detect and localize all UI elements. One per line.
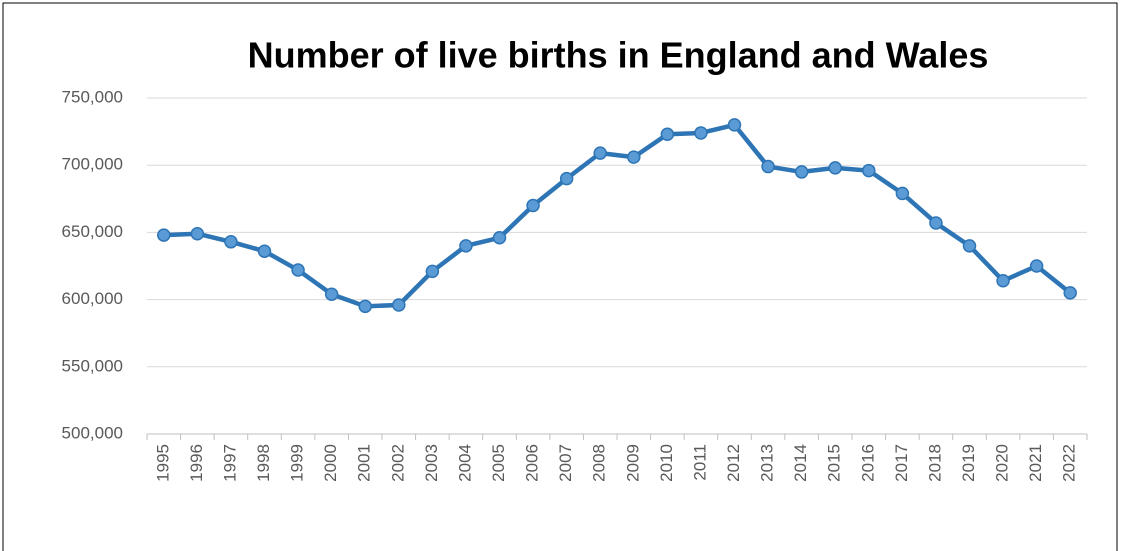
x-tick-label: 2011 <box>690 444 709 481</box>
point <box>559 171 574 186</box>
x-tick-label: 2021 <box>1026 444 1045 482</box>
point <box>660 127 675 142</box>
x-tick-label: 1998 <box>254 444 273 482</box>
x-tick-label: 1996 <box>187 444 206 482</box>
point <box>459 239 473 253</box>
x-tick-label: 1997 <box>220 444 239 482</box>
x-tick-label: 2014 <box>791 444 810 482</box>
y-tick-label: 500,000 <box>62 423 123 442</box>
point <box>593 146 607 160</box>
point <box>425 264 440 279</box>
point <box>257 244 272 258</box>
x-tick-label: 2003 <box>422 444 441 482</box>
point <box>1063 286 1077 300</box>
point <box>224 235 238 249</box>
point <box>324 287 339 301</box>
point <box>761 159 775 174</box>
x-tick-label: 2018 <box>925 444 944 482</box>
x-tick-label: 2009 <box>623 444 642 482</box>
x-tick-label: 2008 <box>590 444 609 482</box>
y-tick-label: 600,000 <box>62 289 123 308</box>
x-tick-label: 2015 <box>825 444 844 482</box>
point <box>526 198 540 213</box>
point <box>392 298 406 312</box>
point <box>1029 259 1044 273</box>
line <box>163 122 1072 309</box>
x-tick-label: 2006 <box>523 444 542 482</box>
x-tick-label: 2000 <box>321 444 340 482</box>
point <box>862 163 876 178</box>
x-tick-label: 2019 <box>959 444 978 482</box>
x-tick-label: 2004 <box>455 444 474 482</box>
chart-title: Number of live births in England and Wal… <box>248 35 989 76</box>
x-tick-label: 2020 <box>993 444 1012 482</box>
x-tick-label: 2010 <box>657 444 676 482</box>
x-tick-label: 2022 <box>1060 444 1079 482</box>
x-tick-label: 2013 <box>758 444 777 482</box>
point <box>291 263 305 277</box>
x-tick-label: 2001 <box>355 444 374 482</box>
point <box>492 231 507 245</box>
point <box>996 274 1010 288</box>
x-tick-label: 2017 <box>892 444 911 482</box>
point <box>794 165 809 179</box>
point <box>929 216 943 230</box>
x-tick-label: 2007 <box>556 444 575 482</box>
y-tick-label: 750,000 <box>62 87 123 106</box>
y-tick-label: 700,000 <box>62 155 123 174</box>
x-tick-label: 1999 <box>288 444 307 482</box>
point <box>358 299 372 314</box>
point <box>627 150 641 164</box>
x-tick-label: 2005 <box>489 444 508 482</box>
y-tick-label: 550,000 <box>62 356 123 375</box>
point <box>828 161 842 175</box>
x-tick-label: 2016 <box>858 444 877 482</box>
point <box>895 186 910 201</box>
point <box>190 226 205 241</box>
y-tick-label: 650,000 <box>62 222 123 241</box>
point <box>157 228 171 242</box>
point <box>694 126 708 140</box>
x-tick-label: 2012 <box>724 444 743 482</box>
x-tick-label: 1995 <box>153 444 172 482</box>
x-tick-label: 2002 <box>388 444 407 482</box>
point <box>727 118 742 132</box>
point <box>962 239 977 253</box>
